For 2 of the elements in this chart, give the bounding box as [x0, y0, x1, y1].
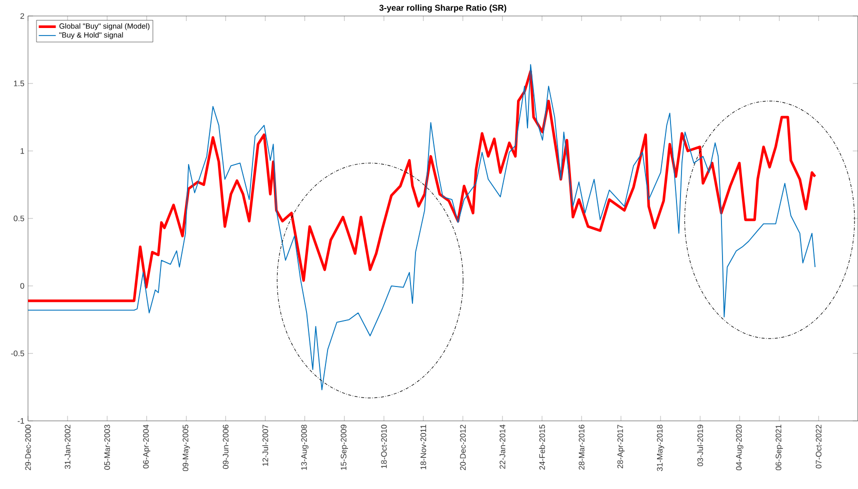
chart-title: 3-year rolling Sharpe Ratio (SR) — [379, 4, 506, 13]
line-series — [28, 70, 816, 302]
